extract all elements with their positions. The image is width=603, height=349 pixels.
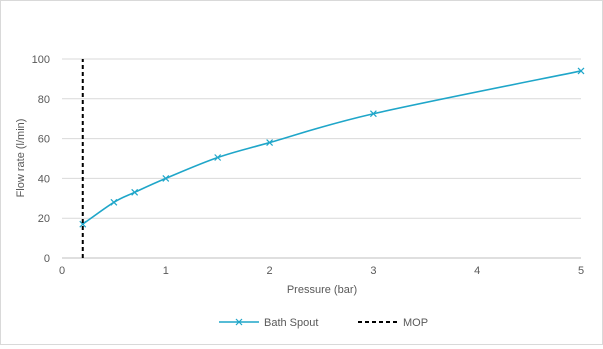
x-tick-label-0: 0 (59, 265, 65, 277)
y-tick-label-20: 20 (38, 213, 50, 225)
data-point-bath-spout-1 (110, 198, 118, 206)
marker-stroke (162, 174, 170, 182)
data-point-bath-spout-7 (577, 67, 585, 75)
legend: Bath Spout MOP (219, 317, 428, 329)
legend-marker-bath-spout (235, 318, 243, 326)
legend-label-bath-spout: Bath Spout (264, 317, 318, 329)
x-tick-label-2: 2 (267, 265, 273, 277)
y-tick-label-100: 100 (32, 54, 50, 66)
x-tick-label-4: 4 (474, 265, 480, 277)
y-tick-label-60: 60 (38, 134, 50, 146)
x-tick-label-5: 5 (578, 265, 584, 277)
series-line-bath-spout (82, 70, 582, 225)
data-point-bath-spout-5 (266, 139, 274, 147)
marker-stroke (369, 110, 377, 118)
data-point-bath-spout-0 (79, 220, 87, 228)
marker-stroke (79, 220, 87, 228)
data-point-bath-spout-2 (131, 188, 139, 196)
marker-stroke (214, 154, 222, 161)
marker-stroke (235, 318, 243, 326)
legend-item-mop: MOP (358, 317, 428, 329)
series-layer (79, 59, 585, 258)
marker-stroke (131, 188, 139, 196)
data-point-bath-spout-3 (162, 174, 170, 182)
x-tick-label-3: 3 (370, 265, 376, 277)
y-axis-title: Flow rate (l/min) (15, 119, 27, 198)
marker-stroke (266, 139, 274, 147)
marker-stroke (110, 198, 118, 206)
legend-item-bath-spout: Bath Spout (219, 317, 318, 329)
axes: 0 20 40 60 80 100 0 1 2 3 4 5 (32, 54, 584, 277)
data-point-bath-spout-4 (214, 154, 222, 161)
chart-svg: 0 20 40 60 80 100 0 1 2 3 4 5 Flow rate (l/min) Pre… (15, 54, 585, 329)
y-tick-label-40: 40 (38, 173, 50, 185)
y-tick-label-0: 0 (44, 253, 50, 265)
y-tick-label-80: 80 (38, 94, 50, 106)
legend-label-mop: MOP (403, 317, 428, 329)
x-axis-title: Pressure (bar) (287, 284, 357, 296)
data-point-bath-spout-6 (369, 110, 377, 118)
marker-stroke (577, 67, 585, 75)
x-tick-label-1: 1 (163, 265, 169, 277)
grid-lines (62, 58, 581, 219)
